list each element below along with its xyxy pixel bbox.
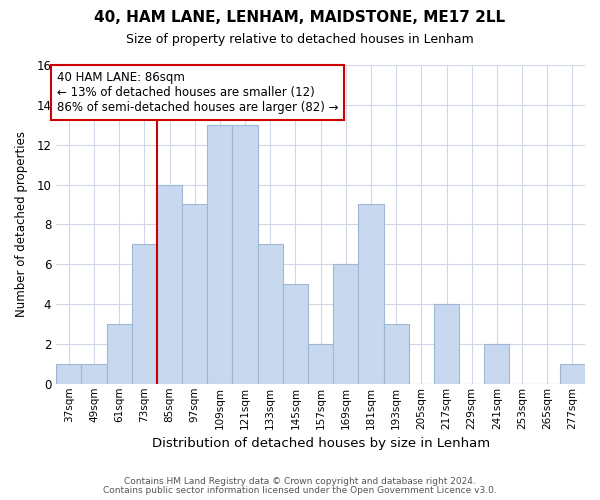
Bar xyxy=(207,125,232,384)
Bar xyxy=(484,344,509,384)
Text: Contains public sector information licensed under the Open Government Licence v3: Contains public sector information licen… xyxy=(103,486,497,495)
Bar xyxy=(132,244,157,384)
Bar xyxy=(434,304,459,384)
Bar xyxy=(333,264,358,384)
Text: Size of property relative to detached houses in Lenham: Size of property relative to detached ho… xyxy=(126,32,474,46)
Bar xyxy=(257,244,283,384)
Bar xyxy=(308,344,333,384)
Bar xyxy=(560,364,585,384)
Bar xyxy=(358,204,383,384)
Text: Contains HM Land Registry data © Crown copyright and database right 2024.: Contains HM Land Registry data © Crown c… xyxy=(124,477,476,486)
Y-axis label: Number of detached properties: Number of detached properties xyxy=(15,132,28,318)
Bar xyxy=(182,204,207,384)
Bar xyxy=(82,364,107,384)
Bar xyxy=(383,324,409,384)
Text: 40 HAM LANE: 86sqm
← 13% of detached houses are smaller (12)
86% of semi-detache: 40 HAM LANE: 86sqm ← 13% of detached hou… xyxy=(56,71,338,114)
Text: 40, HAM LANE, LENHAM, MAIDSTONE, ME17 2LL: 40, HAM LANE, LENHAM, MAIDSTONE, ME17 2L… xyxy=(94,10,506,25)
Bar xyxy=(56,364,82,384)
Bar xyxy=(157,184,182,384)
Bar xyxy=(283,284,308,384)
Bar xyxy=(107,324,132,384)
X-axis label: Distribution of detached houses by size in Lenham: Distribution of detached houses by size … xyxy=(152,437,490,450)
Bar xyxy=(232,125,257,384)
